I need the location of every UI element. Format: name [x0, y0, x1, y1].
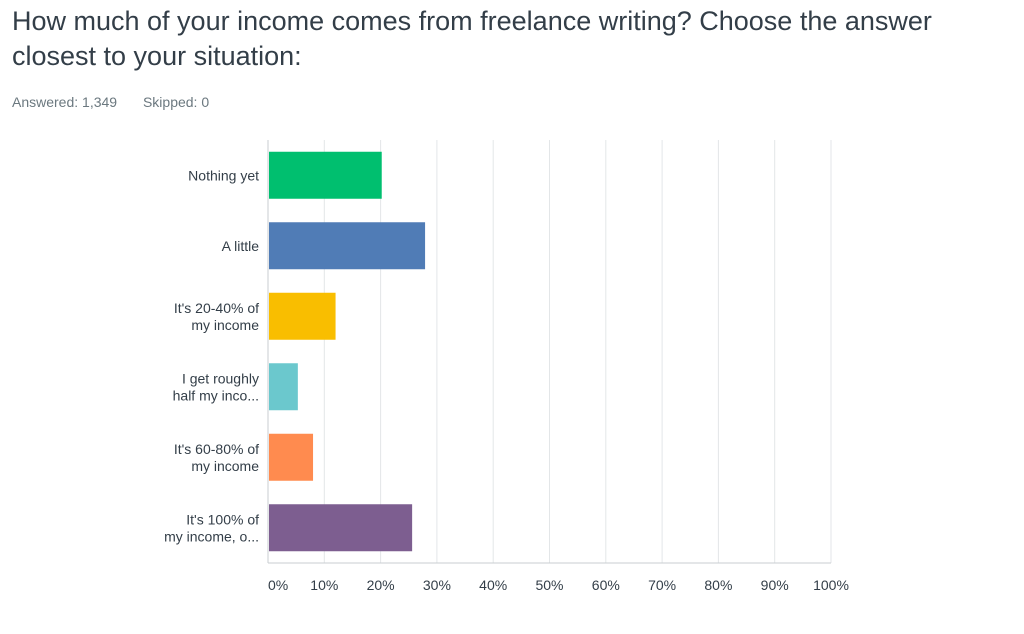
skipped-count: Skipped: 0	[142, 94, 210, 110]
bar	[269, 222, 426, 270]
x-tick-label: 100%	[813, 577, 849, 593]
category-label: Nothing yet	[188, 167, 259, 183]
x-tick-label: 0%	[268, 577, 288, 593]
bar	[269, 292, 336, 340]
x-tick-label: 50%	[535, 577, 563, 593]
category-label: It's 20-40% of my income	[174, 300, 259, 333]
bar	[269, 504, 413, 552]
response-stats: Answered: 1,349 Skipped: 0	[12, 94, 209, 110]
category-label: It's 60-80% of my income	[174, 441, 259, 474]
bar	[269, 433, 314, 481]
x-tick-label: 60%	[592, 577, 620, 593]
x-tick-label: 90%	[761, 577, 789, 593]
question-title: How much of your income comes from freel…	[12, 6, 932, 71]
answered-count: Answered: 1,349	[12, 94, 118, 110]
x-tick-label: 30%	[423, 577, 451, 593]
category-label: It's 100% of my income, o...	[164, 511, 259, 544]
category-label: I get roughly half my inco...	[173, 370, 259, 403]
x-tick-label: 70%	[648, 577, 676, 593]
x-tick-label: 20%	[367, 577, 395, 593]
bar	[269, 151, 382, 199]
bar	[269, 363, 298, 411]
x-tick-label: 80%	[704, 577, 732, 593]
category-label: A little	[222, 238, 260, 254]
x-tick-label: 40%	[479, 577, 507, 593]
x-tick-label: 10%	[310, 577, 338, 593]
